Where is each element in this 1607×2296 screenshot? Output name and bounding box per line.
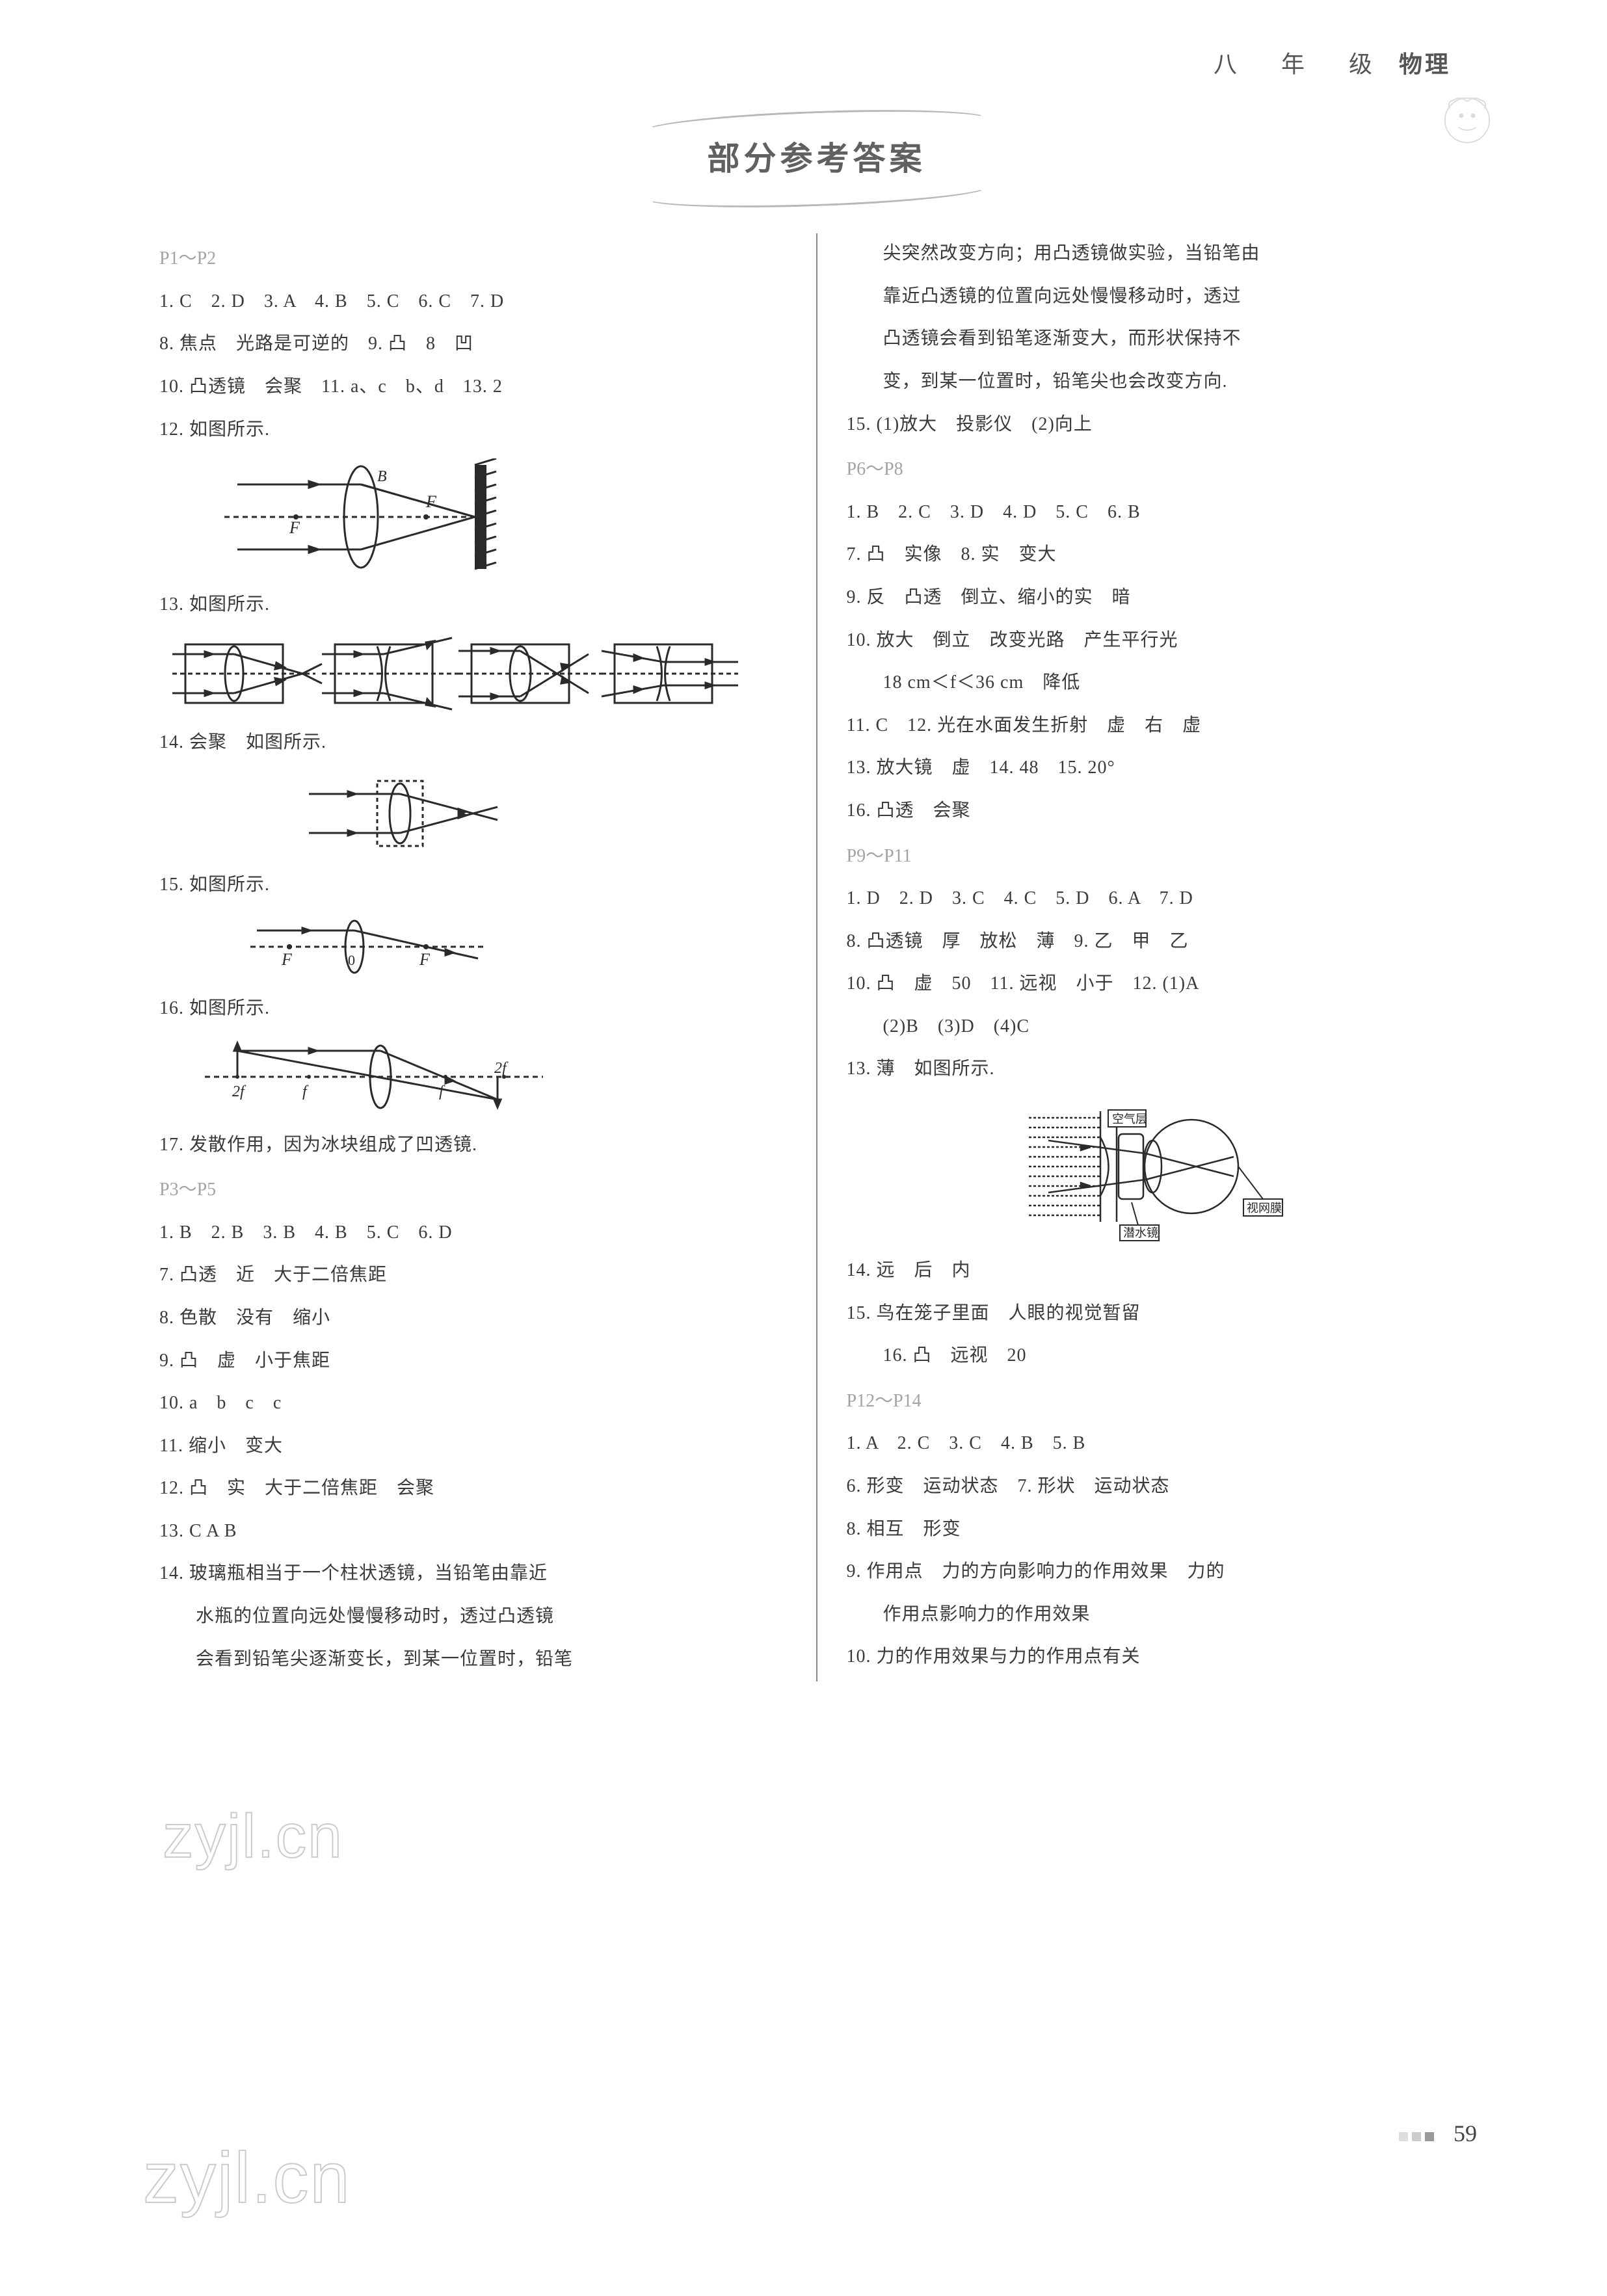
answer-line: 1. B 2. C 3. D 4. D 5. C 6. B — [847, 492, 1474, 533]
answer-line: 凸透镜会看到铅笔逐渐变大，而形状保持不 — [847, 319, 1474, 359]
answer-line: 13. 放大镜 虚 14. 48 15. 20° — [847, 748, 1474, 788]
svg-text:B: B — [377, 468, 387, 485]
answer-line: 15. 鸟在笼子里面 人眼的视觉暂留 — [847, 1293, 1474, 1334]
section-label: P6～P8 — [847, 449, 1474, 490]
subject-label: 物理 — [1399, 51, 1451, 77]
answer-line: 13. 薄 如图所示. — [847, 1049, 1474, 1089]
answer-line: 8. 焦点 光路是可逆的 9. 凸 8 凹 — [159, 324, 787, 364]
answer-line: 8. 色散 没有 缩小 — [159, 1298, 787, 1338]
answer-line: 7. 凸透 近 大于二倍焦距 — [159, 1255, 787, 1295]
answer-line: 6. 形变 运动状态 7. 形状 运动状态 — [847, 1466, 1474, 1507]
watermark: zyjl.cn — [163, 1769, 343, 1905]
svg-text:F: F — [281, 950, 293, 969]
diagram-15-focal: F 0 F — [244, 914, 787, 979]
diagram-12-lens: F F B — [211, 458, 787, 575]
answer-line: 8. 相互 形变 — [847, 1509, 1474, 1550]
answer-line: 16. 凸 远视 20 — [847, 1336, 1474, 1376]
left-column: P1～P2 1. C 2. D 3. A 4. B 5. C 6. C 7. D… — [130, 233, 817, 1682]
answer-line: 13. C A B — [159, 1511, 787, 1551]
svg-text:F: F — [289, 518, 300, 537]
answer-line: 靠近凸透镜的位置向远处慢慢移动时，透过 — [847, 276, 1474, 317]
answer-line: 11. 缩小 变大 — [159, 1426, 787, 1466]
page-dots-icon — [1397, 2108, 1436, 2159]
diagram-14-converge — [302, 771, 787, 856]
answer-line: 9. 凸 虚 小于焦距 — [159, 1341, 787, 1381]
answer-line: 15. (1)放大 投影仪 (2)向上 — [847, 404, 1474, 445]
answer-line: 13. 如图所示. — [159, 585, 787, 625]
svg-text:f: f — [439, 1083, 445, 1100]
svg-text:视网膜: 视网膜 — [1247, 1202, 1282, 1215]
page-header: 八 年 级 物理 — [130, 39, 1503, 90]
page-number-value: 59 — [1454, 2120, 1477, 2146]
answer-line: 10. 力的作用效果与力的作用点有关 — [847, 1637, 1474, 1677]
answer-line: 1. B 2. B 3. B 4. B 5. C 6. D — [159, 1213, 787, 1253]
answer-line: 14. 会聚 如图所示. — [159, 722, 787, 763]
answer-line: 10. 凸 虚 50 11. 远视 小于 12. (1)A — [847, 964, 1474, 1004]
answer-line: 12. 如图所示. — [159, 410, 787, 450]
content-columns: P1～P2 1. C 2. D 3. A 4. B 5. C 6. C 7. D… — [130, 233, 1503, 1682]
diagram-16-image: 2f f f 2f — [198, 1038, 787, 1116]
answer-line: 变，到某一位置时，铅笔尖也会改变方向. — [847, 362, 1474, 402]
diagram-13-lenses — [172, 631, 787, 716]
answer-line: 9. 作用点 力的方向影响力的作用效果 力的 — [847, 1551, 1474, 1592]
answer-line: (2)B (3)D (4)C — [847, 1007, 1474, 1047]
svg-text:F: F — [419, 950, 431, 969]
svg-text:2f: 2f — [494, 1060, 509, 1077]
section-label: P3～P5 — [159, 1170, 787, 1210]
answer-line: 1. C 2. D 3. A 4. B 5. C 6. C 7. D — [159, 282, 787, 322]
banner-text: 部分参考答案 — [708, 140, 926, 177]
svg-text:0: 0 — [348, 952, 355, 968]
answer-line: 10. 凸透镜 会聚 11. a、c b、d 13. 2 — [159, 367, 787, 407]
answer-line: 8. 凸透镜 厚 放松 薄 9. 乙 甲 乙 — [847, 921, 1474, 962]
svg-text:F: F — [425, 492, 437, 511]
watermark: zyjl.cn — [143, 2100, 351, 2257]
answer-line: 10. a b c c — [159, 1383, 787, 1423]
svg-text:2f: 2f — [232, 1083, 246, 1100]
answer-line: 12. 凸 实 大于二倍焦距 会聚 — [159, 1468, 787, 1509]
section-label: P9～P11 — [847, 836, 1474, 877]
svg-text:f: f — [302, 1083, 309, 1100]
answer-line: 17. 发散作用，因为冰块组成了凹透镜. — [159, 1125, 787, 1165]
section-label: P12～P14 — [847, 1381, 1474, 1421]
svg-text:潜水镜: 潜水镜 — [1123, 1226, 1158, 1239]
answer-line: 15. 如图所示. — [159, 865, 787, 905]
answer-line: 14. 玻璃瓶相当于一个柱状透镜，当铅笔由靠近 — [159, 1553, 787, 1594]
answer-line: 16. 如图所示. — [159, 988, 787, 1029]
answer-line: 作用点影响力的作用效果 — [847, 1594, 1474, 1635]
diagram-eye: 空气层 视网膜 潜水镜 — [1016, 1098, 1474, 1241]
answer-line: 11. C 12. 光在水面发生折射 虚 右 虚 — [847, 706, 1474, 746]
grade-label: 八 年 级 — [1214, 51, 1383, 77]
answer-line: 尖突然改变方向；用凸透镜做实验，当铅笔由 — [847, 233, 1474, 274]
svg-text:空气层: 空气层 — [1112, 1113, 1147, 1126]
answer-line: 16. 凸透 会聚 — [847, 791, 1474, 831]
answer-line: 1. D 2. D 3. C 4. C 5. D 6. A 7. D — [847, 878, 1474, 919]
answer-line: 9. 反 凸透 倒立、缩小的实 暗 — [847, 577, 1474, 618]
answer-line: 1. A 2. C 3. C 4. B 5. B — [847, 1423, 1474, 1464]
answer-line: 14. 远 后 内 — [847, 1250, 1474, 1291]
answer-line: 水瓶的位置向远处慢慢移动时，透过凸透镜 — [159, 1596, 787, 1637]
header-decoration-icon — [1438, 91, 1496, 150]
answer-line: 会看到铅笔尖逐渐变长，到某一位置时，铅笔 — [159, 1639, 787, 1680]
answer-line: 18 cm＜f＜36 cm 降低 — [847, 663, 1474, 703]
page-number: 59 — [1397, 2108, 1477, 2159]
section-label: P1～P2 — [159, 239, 787, 279]
answer-line: 10. 放大 倒立 改变光路 产生平行光 — [847, 620, 1474, 661]
right-column: 尖突然改变方向；用凸透镜做实验，当铅笔由 靠近凸透镜的位置向远处慢慢移动时，透过… — [817, 233, 1504, 1682]
answer-line: 7. 凸 实像 8. 实 变大 — [847, 534, 1474, 575]
title-banner: 部分参考答案 — [130, 116, 1503, 201]
